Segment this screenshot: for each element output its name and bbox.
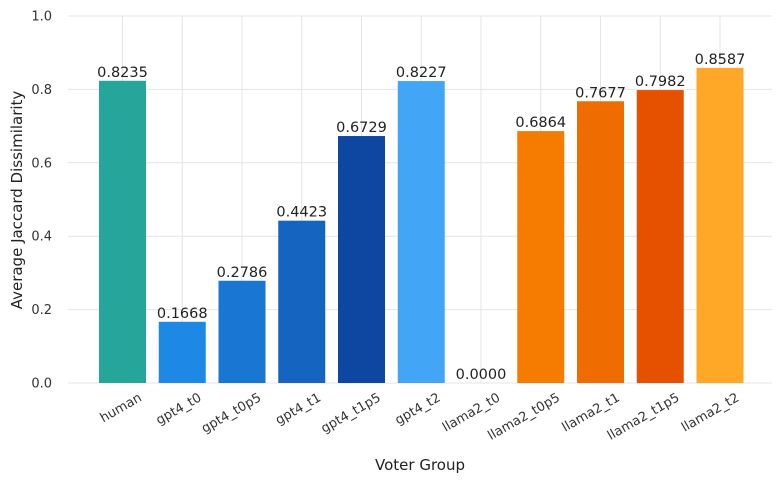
x-axis-title: Voter Group bbox=[375, 456, 465, 474]
data-label: 0.8587 bbox=[695, 52, 746, 68]
x-tick-label: gpt4_t1 bbox=[273, 390, 324, 428]
y-tick-label: 0.0 bbox=[31, 377, 52, 392]
data-label: 0.7677 bbox=[575, 85, 626, 101]
bar-llama2_t1 bbox=[577, 101, 624, 384]
data-label: 0.1668 bbox=[157, 306, 208, 322]
data-label: 0.0000 bbox=[456, 367, 507, 383]
data-label: 0.7982 bbox=[635, 74, 686, 90]
bar-gpt4_t0p5 bbox=[218, 280, 266, 383]
data-label: 0.4423 bbox=[276, 205, 327, 221]
bar-llama2_t2 bbox=[696, 67, 744, 383]
x-tick-label: gpt4_t2 bbox=[393, 390, 444, 428]
data-label: 0.8227 bbox=[396, 65, 447, 81]
bar-gpt4_t1p5 bbox=[338, 136, 385, 383]
y-tick-labels: 0.0 0.2 0.4 0.6 0.8 1.0 bbox=[31, 10, 52, 392]
x-tick-label: gpt4_t1p5 bbox=[319, 390, 384, 436]
y-tick-label: 0.6 bbox=[31, 156, 52, 171]
bar-llama2_t0p5 bbox=[517, 131, 565, 383]
data-labels: 0.8235 0.1668 0.2786 0.4423 0.6729 0.8227 0.00… bbox=[97, 52, 745, 383]
x-tick-label: human bbox=[98, 390, 145, 426]
x-tick-label: llama2_t2 bbox=[679, 390, 742, 435]
y-tick-label: 0.8 bbox=[31, 83, 52, 98]
bar-human bbox=[99, 80, 146, 383]
x-tick-label: gpt4_t0p5 bbox=[199, 390, 264, 436]
bar-gpt4_t2 bbox=[397, 81, 445, 384]
bar-llama2_t1p5 bbox=[636, 90, 684, 383]
data-label: 0.6864 bbox=[515, 115, 566, 131]
y-tick-label: 0.4 bbox=[31, 230, 52, 245]
bars bbox=[99, 67, 744, 384]
bar-gpt4_t1 bbox=[278, 220, 326, 383]
data-label: 0.6729 bbox=[336, 120, 387, 136]
x-tick-label: gpt4_t0 bbox=[154, 390, 205, 428]
data-label: 0.2786 bbox=[217, 265, 268, 281]
bar-gpt4_t0 bbox=[158, 321, 206, 383]
y-tick-label: 1.0 bbox=[31, 10, 52, 25]
data-label: 0.8235 bbox=[97, 65, 148, 81]
y-axis-title: Average Jaccard Dissimilarity bbox=[8, 91, 26, 310]
y-tick-label: 0.2 bbox=[31, 303, 52, 318]
